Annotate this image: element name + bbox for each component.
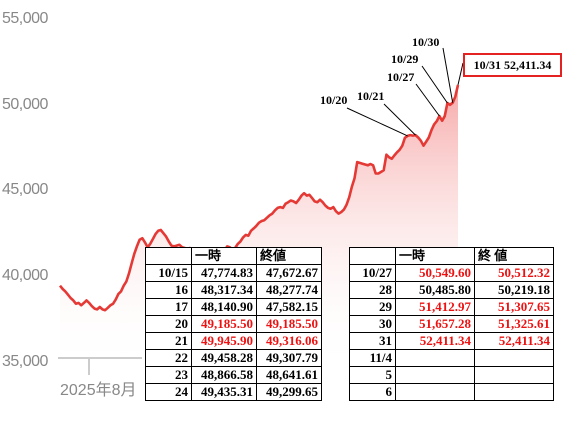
table-cell-date: 22 [145,349,192,367]
table-cell-close: 50,512.32 [474,264,554,282]
annotation-leader-line [442,47,454,103]
table-cell-high [395,349,475,367]
table-row: 10/15 47,774.83 47,672.67 [145,264,322,282]
price-table-left: 一時 終値 10/15 47,774.83 47,672.67 16 48,317.34… [145,247,322,401]
table-cell-high: 47,774.83 [191,264,257,282]
table-cell-date: 21 [145,332,192,350]
table-row: 24 49,435.31 49,299.65 [145,383,322,401]
table-row: 20 49,185.50 49,185.50 [145,315,322,333]
table-row: 16 48,317.34 48,277.74 [145,281,322,299]
table-cell-high: 49,945.90 [191,332,257,350]
table-row: 11/4 [349,349,554,367]
table-cell-high: 49,435.31 [191,383,257,401]
annotation-label: 10/27 [387,70,415,84]
table-row: 6 [349,383,554,401]
table-row: 28 50,485.80 50,219.18 [349,281,554,299]
table-header-cell: 終 値 [474,247,554,265]
series-line [58,84,460,312]
table-cell-date: 30 [349,315,396,333]
table-row: 22 49,458.28 49,307.79 [145,349,322,367]
table-cell-close: 52,411.34 [474,332,554,350]
y-tick-label: 55,000 [2,10,48,27]
table-cell-high: 50,485.80 [395,281,475,299]
table-cell-date: 28 [349,281,396,299]
price-table-right: 一時 終 値 10/27 50,549.60 50,512.32 28 50,485.8… [349,247,554,401]
table-cell-high [395,366,475,384]
table-cell-high: 50,549.60 [395,264,475,282]
table-cell-close: 51,307.65 [474,298,554,316]
table-cell-close: 49,307.79 [256,349,322,367]
table-cell-close: 47,672.67 [256,264,322,282]
table-cell-date: 10/15 [145,264,192,282]
annotation-leader-line [346,107,408,137]
y-tick-label: 40,000 [2,267,48,284]
table-cell-high: 52,411.34 [395,332,475,350]
table-cell-high: 49,458.28 [191,349,257,367]
table-header-cell: 終値 [256,247,322,265]
table-cell-high [395,383,475,401]
table-cell-close: 49,299.65 [256,383,322,401]
table-cell-high: 48,140.90 [191,298,257,316]
annotation-leader-line [383,103,416,136]
annotation-label: 10/21 [357,89,385,103]
table-cell-close: 51,325.61 [474,315,554,333]
table-cell-high: 51,412.97 [395,298,475,316]
table-cell-close: 48,277.74 [256,281,322,299]
table-cell-high: 48,317.34 [191,281,257,299]
table-cell-close: 49,185.50 [256,315,322,333]
table-cell-date: 24 [145,383,192,401]
x-tick-label: 2025年8月 [60,382,137,399]
annotation-leader-line [415,83,440,117]
annotation-leader-line [457,62,464,86]
table-cell-date: 29 [349,298,396,316]
table-cell-close: 49,316.06 [256,332,322,350]
table-row: 5 [349,366,554,384]
annotation-label: 10/30 [412,35,440,49]
table-cell-date: 20 [145,315,192,333]
table-cell-date: 5 [349,366,396,384]
y-tick-label: 35,000 [2,353,48,370]
table-cell-close [474,383,554,401]
table-cell-high: 49,185.50 [191,315,257,333]
table-cell-close: 48,641.61 [256,366,322,384]
table-cell-date: 16 [145,281,192,299]
table-cell-close: 47,582.15 [256,298,322,316]
table-cell-date: 10/27 [349,264,396,282]
table-cell-date: 31 [349,332,396,350]
annotation-leader-line [421,65,448,104]
table-header-cell: 一時 [395,247,475,265]
table-row: 23 48,866.58 48,641.61 [145,366,322,384]
table-cell-close [474,349,554,367]
table-cell-date: 17 [145,298,192,316]
annotation-label: 10/29 [391,52,419,66]
table-row: 10/27 50,549.60 50,512.32 [349,264,554,282]
table-cell-date: 6 [349,383,396,401]
annotation-label: 10/20 [320,93,348,107]
latest-value-box: 10/31 52,411.34 [463,53,562,77]
table-header-cell: 一時 [191,247,257,265]
table-row: 31 52,411.34 52,411.34 [349,332,554,350]
x-axis-line [58,357,142,359]
table-header-row: 一時 終 値 [349,247,554,265]
table-row: 30 51,657.28 51,325.61 [349,315,554,333]
y-tick-label: 45,000 [2,181,48,198]
y-tick-label: 50,000 [2,96,48,113]
table-row: 17 48,140.90 47,582.15 [145,298,322,316]
table-cell-high: 48,866.58 [191,366,257,384]
table-cell-close [474,366,554,384]
table-row: 29 51,412.97 51,307.65 [349,298,554,316]
table-cell-high: 51,657.28 [395,315,475,333]
table-header-cell [349,247,396,265]
table-cell-close: 50,219.18 [474,281,554,299]
table-header-cell [145,247,192,265]
x-axis-tick [88,357,90,375]
table-row: 21 49,945.90 49,316.06 [145,332,322,350]
table-cell-date: 11/4 [349,349,396,367]
table-cell-date: 23 [145,366,192,384]
table-header-row: 一時 終値 [145,247,322,265]
